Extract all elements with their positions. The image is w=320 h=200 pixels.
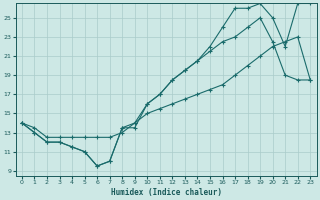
X-axis label: Humidex (Indice chaleur): Humidex (Indice chaleur) (111, 188, 221, 197)
